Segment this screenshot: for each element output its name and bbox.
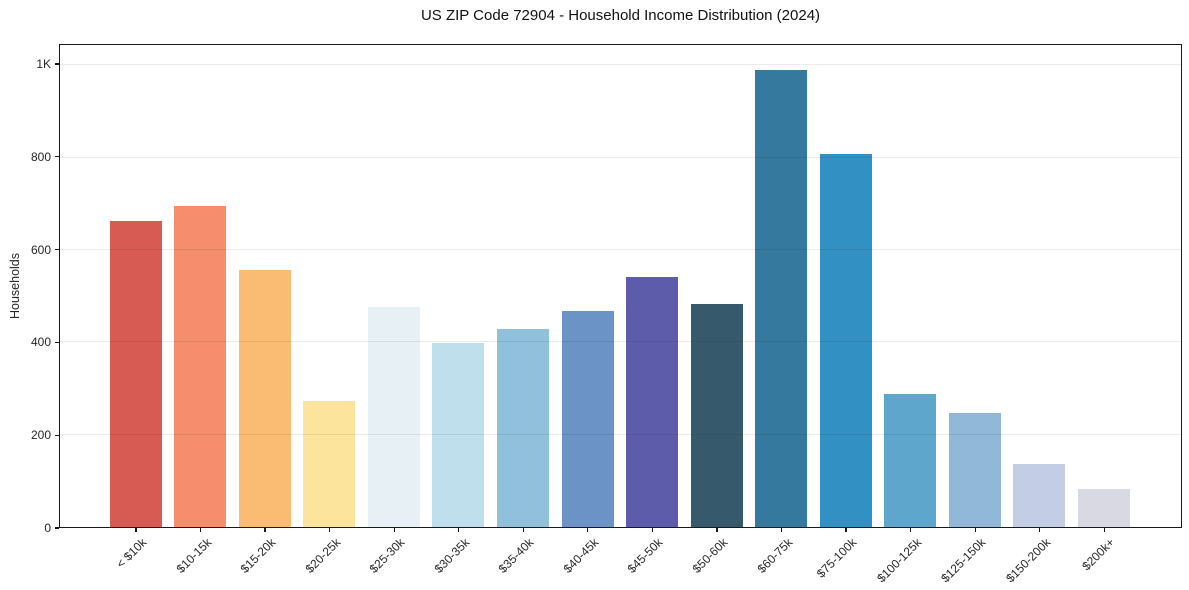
bar-$30-35k	[432, 343, 485, 527]
y-tick-label-800: 800	[30, 149, 51, 164]
x-tick-label-$60-75k: $60-75k	[754, 535, 795, 576]
x-tick-mark-$60-75k	[780, 528, 783, 532]
x-tick-mark-$150-200k	[1039, 528, 1041, 532]
x-tick-label-$125-150k: $125-150k	[938, 535, 989, 586]
x-tick-mark-$125-150k	[974, 528, 976, 532]
x-tick-label-$150-200k: $150-200k	[1002, 535, 1053, 586]
x-tick-mark-$75-100k	[845, 528, 847, 532]
bar-< $10k	[109, 220, 162, 527]
x-tick-label-$40-45k: $40-45k	[560, 535, 602, 576]
x-tick-label-$30-35k: $30-35k	[431, 535, 472, 576]
x-tick-mark-$25-30k	[393, 528, 395, 532]
chart-title: US ZIP Code 72904 - Household Income Dis…	[420, 7, 821, 24]
x-tick-mark-$45-50k	[651, 528, 654, 532]
x-tick-label-$100-125k: $100-125k	[873, 535, 924, 586]
gridline-1K	[60, 64, 1181, 66]
gridline-400	[60, 341, 1181, 343]
bar-$150-200k	[1013, 464, 1066, 527]
x-tick-label-$20-25k: $20-25k	[302, 535, 343, 576]
y-tick-mark-600	[55, 248, 59, 251]
bar-$40-45k	[561, 310, 614, 527]
y-tick-mark-0	[55, 527, 59, 529]
x-tick-mark-$50-60k	[716, 528, 718, 532]
gridline-800	[60, 156, 1181, 158]
x-tick-label-$10-15k: $10-15k	[173, 535, 214, 576]
bar-$25-30k	[367, 306, 420, 527]
bar-$45-50k	[626, 276, 679, 527]
y-tick-label-0: 0	[44, 521, 51, 535]
bar-$20-25k	[303, 401, 356, 527]
bar-$10-15k	[174, 206, 227, 527]
y-tick-label-200: 200	[30, 428, 51, 443]
y-tick-label-400: 400	[30, 335, 51, 350]
x-tick-mark-$10-15k	[199, 528, 202, 532]
x-tick-label-$35-40k: $35-40k	[495, 535, 537, 576]
x-tick-mark-$30-35k	[458, 528, 460, 532]
bar-$75-100k	[819, 154, 872, 527]
x-tick-mark-$40-45k	[587, 528, 589, 532]
bar-$50-60k	[690, 303, 743, 527]
x-tick-label-< $10k: < $10k	[113, 535, 150, 571]
bar-$60-75k	[755, 70, 808, 527]
bar-$200k+	[1077, 488, 1130, 527]
x-tick-mark-$20-25k	[329, 528, 331, 532]
y-axis-label: Households	[8, 252, 22, 320]
x-tick-label-$50-60k: $50-60k	[689, 535, 731, 576]
bar-$125-150k	[948, 413, 1001, 527]
gridline-600	[60, 249, 1181, 251]
bar-$100-125k	[884, 394, 937, 527]
x-tick-label-$25-30k: $25-30k	[366, 535, 408, 576]
x-tick-label-$45-50k: $45-50k	[625, 535, 666, 576]
plot-area	[59, 44, 1182, 528]
y-tick-label-1K: 1K	[36, 56, 51, 71]
bar-$35-40k	[497, 329, 549, 527]
x-tick-mark-$15-20k	[264, 528, 266, 532]
y-tick-mark-200	[55, 434, 59, 436]
x-tick-label-$75-100k: $75-100k	[813, 535, 860, 581]
x-tick-mark-< $10k	[135, 528, 137, 532]
x-tick-label-$200k+: $200k+	[1079, 535, 1118, 574]
y-tick-mark-400	[55, 341, 59, 344]
x-tick-label-$15-20k: $15-20k	[237, 535, 279, 576]
x-tick-mark-$35-40k	[522, 528, 524, 532]
y-tick-label-600: 600	[30, 242, 51, 257]
x-tick-mark-$100-125k	[909, 528, 912, 532]
y-tick-mark-1K	[55, 63, 59, 65]
bar-$15-20k	[238, 270, 291, 527]
y-tick-mark-800	[55, 156, 59, 158]
gridline-200	[60, 433, 1181, 435]
x-tick-mark-$200k+	[1103, 528, 1105, 532]
